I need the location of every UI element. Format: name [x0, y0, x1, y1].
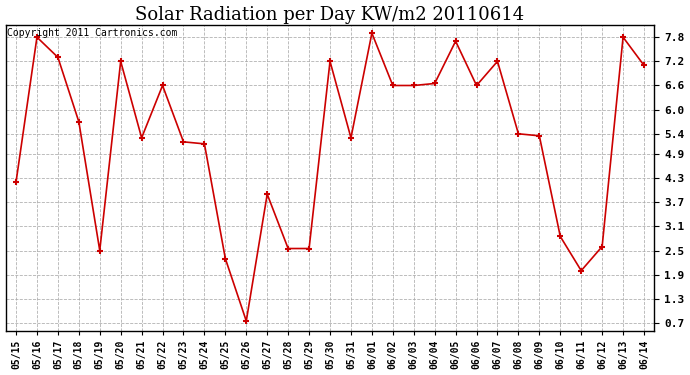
Title: Solar Radiation per Day KW/m2 20110614: Solar Radiation per Day KW/m2 20110614: [135, 6, 524, 24]
Text: Copyright 2011 Cartronics.com: Copyright 2011 Cartronics.com: [7, 28, 177, 38]
